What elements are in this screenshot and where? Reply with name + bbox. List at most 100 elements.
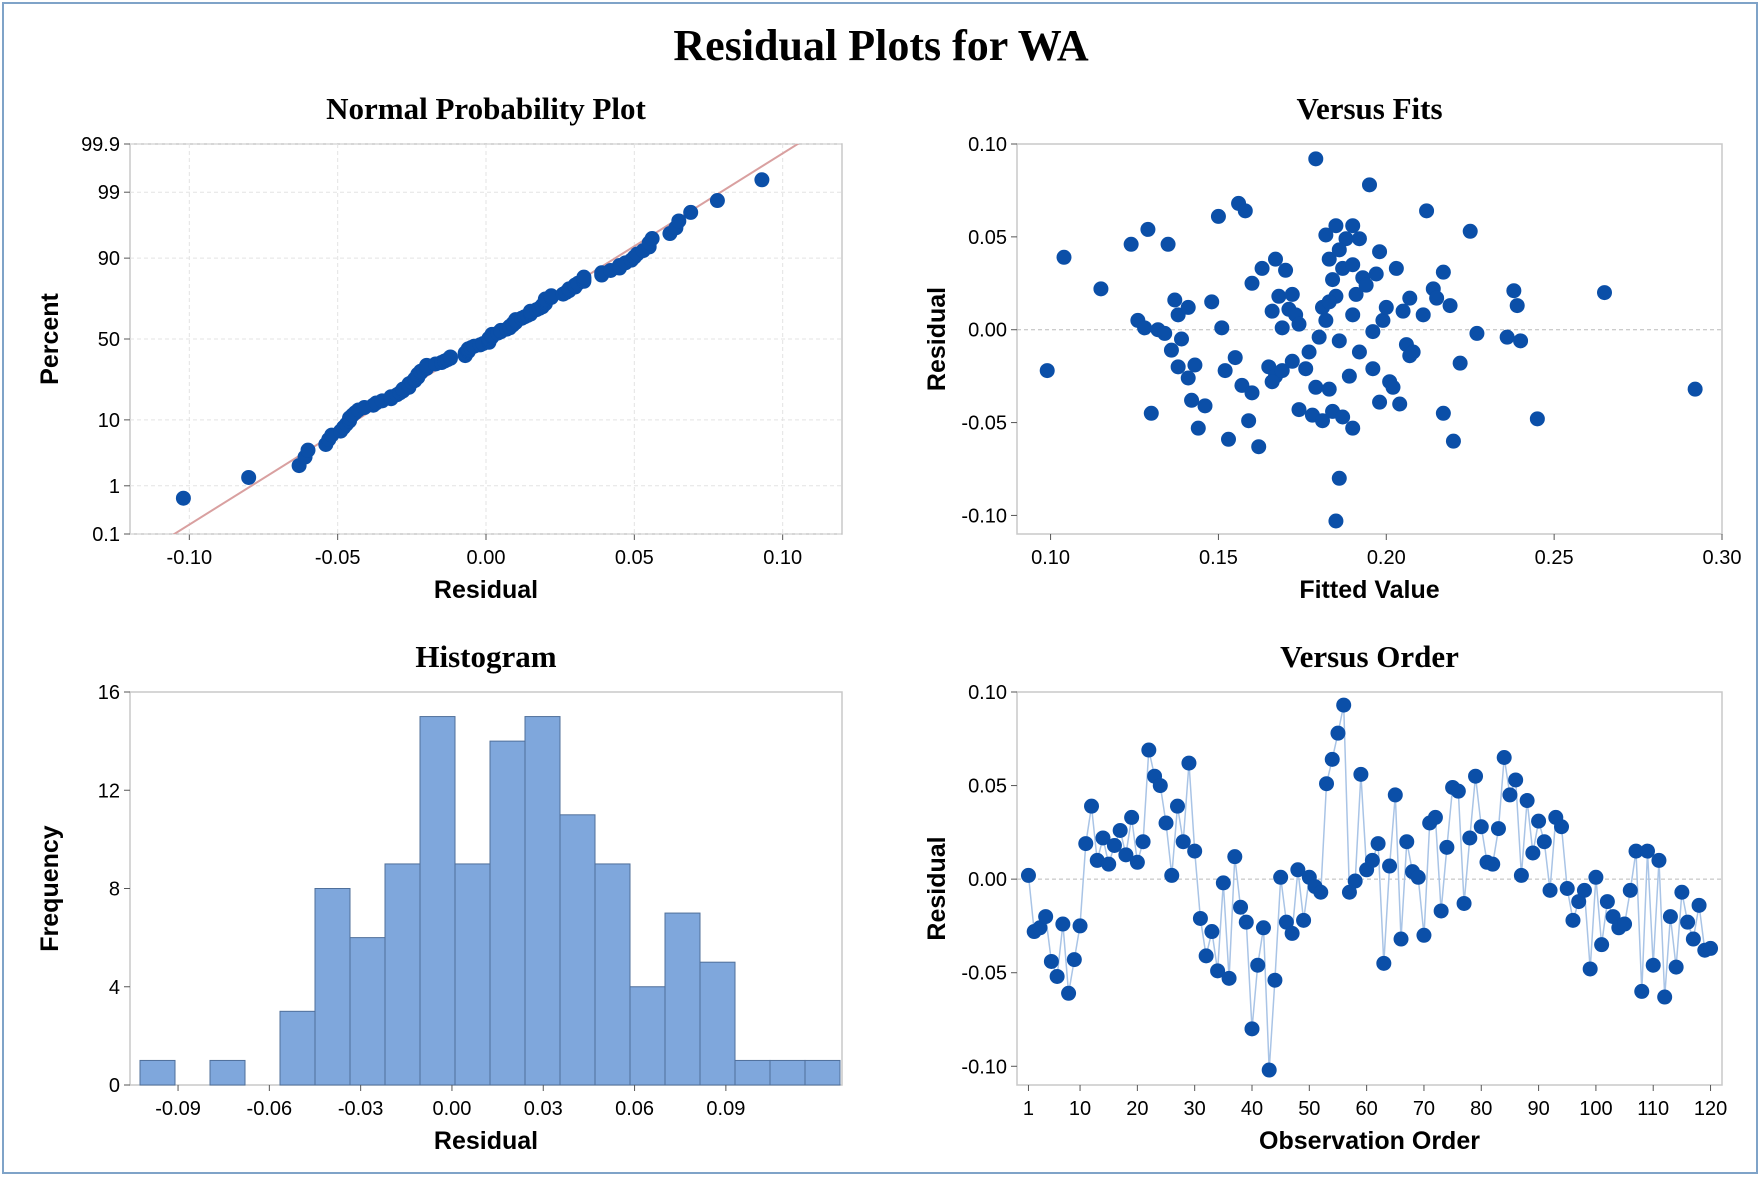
order-point — [1296, 912, 1312, 928]
fits-point — [1345, 420, 1361, 436]
order-point — [1204, 924, 1220, 940]
fits-xtick: 0.15 — [1199, 547, 1238, 569]
fits-point — [1445, 433, 1461, 449]
order-point — [1244, 1021, 1260, 1037]
fits-point — [1435, 264, 1451, 280]
fits-point — [1308, 151, 1324, 167]
fits-point — [1140, 221, 1156, 237]
order-point — [1118, 847, 1134, 863]
order-point — [1221, 970, 1237, 986]
hist-ytick: 16 — [98, 682, 120, 704]
npp-xtick: -0.10 — [167, 547, 213, 569]
order-point — [1485, 856, 1501, 872]
npp-xtick: 0.05 — [615, 547, 654, 569]
hist-bar — [279, 1010, 316, 1086]
fits-point — [1395, 303, 1411, 319]
hist-xtick: 0.03 — [524, 1098, 563, 1120]
order-point — [1399, 834, 1415, 850]
order-xtick: 40 — [1241, 1098, 1263, 1120]
fits-point — [1345, 257, 1361, 273]
order-point — [1278, 914, 1294, 930]
fits-point — [1163, 342, 1179, 358]
hist-bar — [804, 1059, 841, 1086]
fits-point — [1378, 299, 1394, 315]
hist-title: Histogram — [415, 639, 556, 674]
npp-point — [300, 442, 316, 458]
order-xtick: 60 — [1356, 1098, 1378, 1120]
hist-bar — [524, 716, 561, 1086]
order-point — [1439, 839, 1455, 855]
order-point — [1164, 867, 1180, 883]
order-xtick: 10 — [1069, 1098, 1091, 1120]
order-point — [1129, 854, 1145, 870]
fits-point — [1298, 361, 1314, 377]
fits-point — [1435, 405, 1451, 421]
order-point — [1135, 834, 1151, 850]
hist-ytick: 8 — [109, 879, 120, 901]
fits-point — [1325, 272, 1341, 288]
npp-ytick: 90 — [98, 248, 120, 270]
fits-plot-area — [1016, 143, 1723, 535]
fits-point — [1345, 307, 1361, 323]
fits-point — [1372, 244, 1388, 260]
hist-bar — [384, 863, 421, 1086]
order-point — [1112, 822, 1128, 838]
fits-point — [1315, 413, 1330, 429]
fits-point — [1197, 398, 1213, 414]
order-point — [1020, 867, 1036, 883]
order-point — [1645, 957, 1661, 973]
hist-bar — [629, 986, 666, 1086]
order-point — [1364, 852, 1380, 868]
order-point — [1250, 957, 1266, 973]
fits-point — [1170, 359, 1186, 375]
order-point — [1571, 894, 1587, 910]
fits-point — [1180, 299, 1196, 315]
fits-point — [1311, 329, 1327, 345]
order-point — [1290, 862, 1306, 878]
order-point — [1680, 914, 1696, 930]
fits-point — [1365, 324, 1381, 340]
order-ytick: 0.10 — [968, 682, 1007, 704]
hist-xtick: 0.09 — [706, 1098, 745, 1120]
npp-title: Normal Probability Plot — [326, 91, 646, 126]
order-point — [1324, 751, 1340, 767]
fits-point — [1469, 325, 1485, 341]
order-point — [1456, 895, 1472, 911]
hist-xtick: 0.00 — [432, 1098, 471, 1120]
order-xtick: 80 — [1470, 1098, 1492, 1120]
fits-point — [1268, 251, 1283, 267]
fits-point — [1056, 249, 1072, 265]
fits-point — [1597, 285, 1612, 301]
fits-point — [1402, 290, 1418, 306]
fits-point — [1328, 218, 1344, 234]
npp-point — [754, 172, 770, 188]
order-point — [1032, 920, 1048, 936]
hist-bar — [454, 863, 491, 1086]
order-xtick: 120 — [1694, 1098, 1727, 1120]
fits-point — [1348, 286, 1364, 302]
order-point — [1662, 909, 1678, 925]
order-xtick: 20 — [1126, 1098, 1148, 1120]
order-point — [1043, 953, 1059, 969]
order-point — [1267, 972, 1283, 988]
fits-xtick: 0.10 — [1031, 547, 1070, 569]
npp-point — [683, 204, 699, 220]
hist-bar — [664, 912, 701, 1086]
fits-point — [1301, 344, 1317, 360]
fits-point — [1687, 381, 1703, 397]
npp-xtick: -0.05 — [315, 547, 361, 569]
order-point — [1336, 697, 1352, 713]
fits-point — [1214, 320, 1230, 336]
fits-point — [1291, 316, 1307, 332]
order-point — [1657, 989, 1673, 1005]
hist-ytick: 12 — [98, 780, 120, 802]
fits-point — [1415, 307, 1431, 323]
fits-point — [1237, 203, 1253, 219]
fits-point — [1254, 260, 1270, 276]
fits-point — [1452, 355, 1468, 371]
hist-ytick: 4 — [109, 977, 120, 999]
fits-point — [1506, 283, 1522, 299]
fits-point — [1513, 333, 1529, 349]
order-point — [1210, 963, 1226, 979]
